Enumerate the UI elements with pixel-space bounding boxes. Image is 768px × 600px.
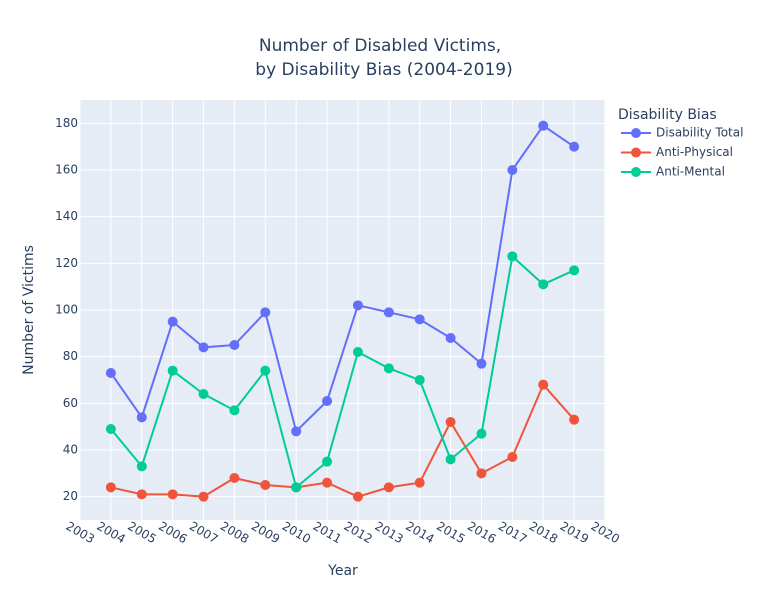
data-point[interactable]	[291, 482, 302, 493]
data-point[interactable]	[445, 417, 456, 427]
legend-item[interactable]: Anti-Mental	[621, 165, 725, 179]
data-point[interactable]	[352, 300, 363, 311]
legend[interactable]: Disability Bias Disability Total Anti-Phy…	[618, 107, 743, 179]
data-point[interactable]	[383, 307, 394, 318]
x-tick-label: 2017	[496, 519, 529, 546]
x-tick-label: 2018	[527, 519, 560, 546]
data-point[interactable]	[105, 424, 116, 434]
data-point[interactable]	[260, 480, 271, 490]
data-point[interactable]	[167, 489, 178, 500]
data-point[interactable]	[445, 333, 456, 343]
series-line	[110, 255, 575, 489]
x-tick-label: 2010	[280, 519, 313, 546]
x-tick-label: 2020	[589, 519, 622, 546]
y-tick-label: 100	[55, 303, 78, 317]
x-tick-label: 2004	[94, 519, 127, 546]
data-point[interactable]	[167, 365, 178, 376]
data-point[interactable]	[322, 396, 333, 406]
y-tick-label: 160	[55, 163, 78, 177]
data-point[interactable]	[291, 426, 302, 437]
data-point[interactable]	[507, 251, 518, 262]
data-point[interactable]	[476, 428, 487, 439]
data-point[interactable]	[569, 141, 580, 152]
x-tick-label: 2015	[434, 519, 467, 546]
x-tick-label: 2003	[64, 519, 97, 546]
data-point[interactable]	[229, 340, 240, 350]
chart-subtitle: by Disability Bias (2004-2019)	[255, 60, 512, 80]
data-point[interactable]	[322, 477, 333, 488]
data-point[interactable]	[260, 365, 271, 376]
y-tick-label: 140	[55, 209, 78, 223]
legend-label: Anti-Physical	[656, 145, 733, 159]
x-tick-label: 2012	[341, 519, 374, 546]
y-tick-label: 120	[55, 256, 78, 270]
y-tick-label: 40	[63, 443, 78, 457]
legend-marker	[631, 147, 641, 158]
data-point[interactable]	[414, 314, 425, 325]
series-anti-mental	[105, 251, 580, 493]
x-tick-label: 2008	[218, 519, 251, 546]
data-point[interactable]	[383, 482, 394, 493]
x-tick-label: 2009	[249, 519, 282, 546]
y-tick-label: 180	[55, 116, 78, 130]
data-point[interactable]	[569, 265, 580, 276]
data-point[interactable]	[322, 456, 333, 467]
data-point[interactable]	[352, 347, 363, 357]
data-point[interactable]	[198, 342, 209, 353]
legend-title: Disability Bias	[618, 107, 717, 123]
x-tick-label: 2019	[558, 519, 591, 546]
data-point[interactable]	[414, 477, 425, 488]
y-tick-label: 80	[63, 349, 78, 363]
y-tick-label: 60	[63, 396, 78, 410]
data-point[interactable]	[414, 375, 425, 385]
data-point[interactable]	[538, 279, 549, 290]
x-tick-label: 2007	[187, 519, 220, 546]
legend-label: Disability Total	[656, 126, 743, 140]
x-tick-label: 2014	[403, 519, 436, 546]
x-tick-label: 2013	[372, 519, 405, 546]
data-point[interactable]	[198, 491, 209, 502]
x-tick-label: 2011	[311, 519, 344, 546]
chart-title: Number of Disabled Victims,	[259, 36, 501, 56]
data-point[interactable]	[260, 307, 271, 318]
data-point[interactable]	[383, 363, 394, 374]
data-point[interactable]	[136, 461, 147, 472]
y-axis-title: Number of Victims	[21, 245, 37, 375]
series-disability-total	[105, 120, 580, 437]
data-point[interactable]	[538, 379, 549, 390]
data-point[interactable]	[229, 473, 240, 483]
x-axis-ticks: 2003200420052006200720082009201020112012…	[64, 519, 622, 546]
data-point[interactable]	[476, 468, 487, 479]
data-point[interactable]	[105, 482, 116, 493]
series-layer	[105, 120, 580, 502]
series-line	[110, 383, 575, 498]
y-tick-label: 20	[63, 489, 78, 503]
data-point[interactable]	[136, 489, 147, 500]
data-point[interactable]	[507, 452, 518, 462]
series-line	[110, 124, 575, 433]
x-tick-label: 2016	[465, 519, 498, 546]
x-tick-label: 2005	[125, 519, 158, 546]
data-point[interactable]	[229, 405, 240, 416]
legend-item[interactable]: Disability Total	[621, 126, 743, 140]
data-point[interactable]	[198, 389, 209, 399]
legend-label: Anti-Mental	[656, 165, 725, 179]
legend-marker	[631, 167, 641, 177]
data-point[interactable]	[352, 491, 363, 502]
data-point[interactable]	[569, 414, 580, 425]
legend-item[interactable]: Anti-Physical	[621, 145, 733, 159]
data-point[interactable]	[136, 412, 147, 423]
x-axis-title: Year	[327, 563, 358, 579]
data-point[interactable]	[538, 120, 549, 131]
data-point[interactable]	[167, 316, 178, 327]
x-tick-label: 2006	[156, 519, 189, 546]
y-axis-ticks: 20 40 60 80 100 120 140 160 180	[55, 116, 78, 503]
data-point[interactable]	[105, 368, 116, 378]
data-point[interactable]	[507, 165, 518, 175]
data-point[interactable]	[445, 454, 456, 465]
data-point[interactable]	[476, 358, 487, 369]
legend-marker	[631, 128, 641, 138]
